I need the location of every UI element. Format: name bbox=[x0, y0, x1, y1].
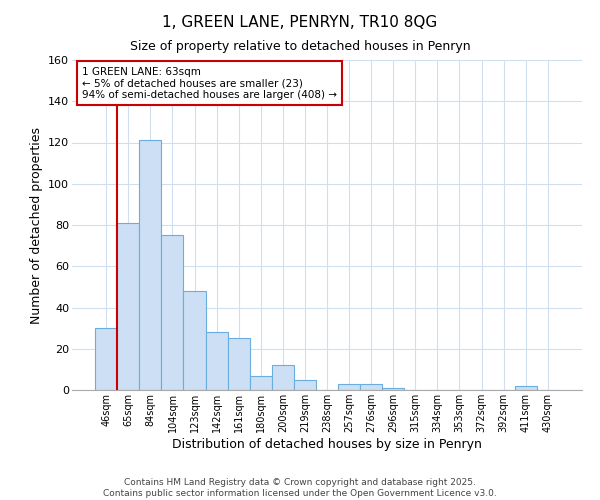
Bar bbox=[184, 291, 206, 390]
Text: Contains HM Land Registry data © Crown copyright and database right 2025.
Contai: Contains HM Land Registry data © Crown c… bbox=[103, 478, 497, 498]
Text: Size of property relative to detached houses in Penryn: Size of property relative to detached ho… bbox=[130, 40, 470, 53]
Text: 1 GREEN LANE: 63sqm
← 5% of detached houses are smaller (23)
94% of semi-detache: 1 GREEN LANE: 63sqm ← 5% of detached hou… bbox=[82, 66, 337, 100]
Bar bbox=[382, 388, 404, 390]
Bar bbox=[206, 332, 227, 390]
Bar bbox=[515, 386, 537, 390]
Bar bbox=[360, 384, 382, 390]
Bar bbox=[117, 223, 139, 390]
Bar bbox=[338, 384, 360, 390]
Y-axis label: Number of detached properties: Number of detached properties bbox=[29, 126, 43, 324]
Bar bbox=[250, 376, 272, 390]
Bar bbox=[139, 140, 161, 390]
Bar bbox=[227, 338, 250, 390]
Bar bbox=[95, 328, 117, 390]
Bar bbox=[161, 236, 184, 390]
Bar bbox=[272, 365, 294, 390]
X-axis label: Distribution of detached houses by size in Penryn: Distribution of detached houses by size … bbox=[172, 438, 482, 451]
Text: 1, GREEN LANE, PENRYN, TR10 8QG: 1, GREEN LANE, PENRYN, TR10 8QG bbox=[163, 15, 437, 30]
Bar bbox=[294, 380, 316, 390]
